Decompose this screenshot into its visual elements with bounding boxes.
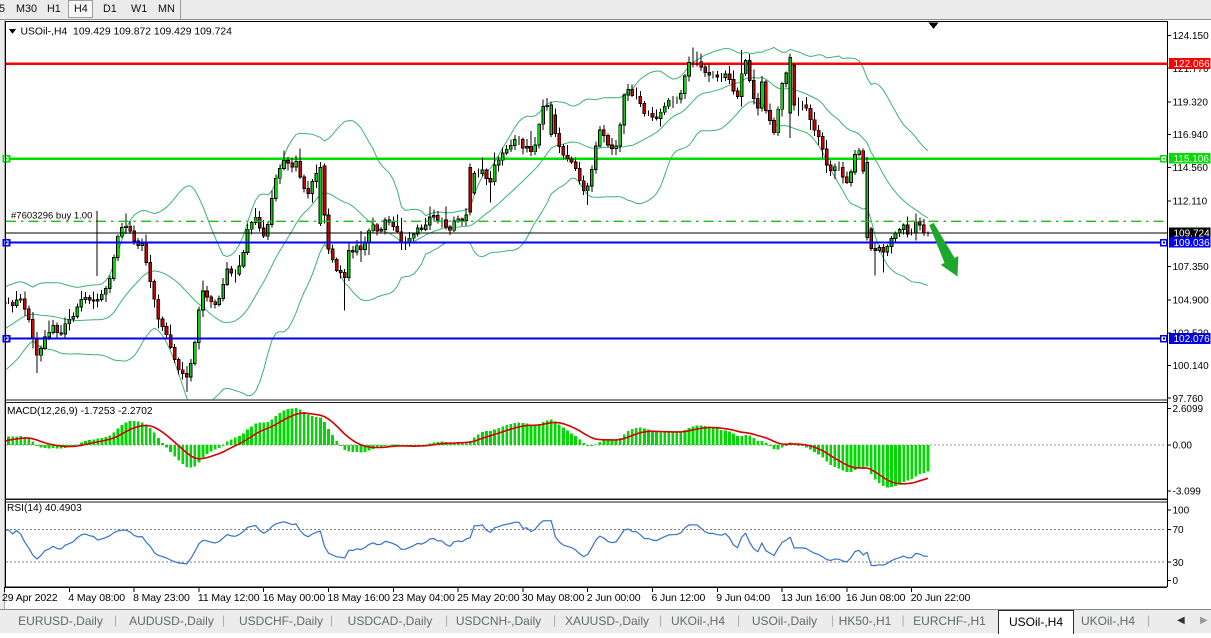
svg-text:-3.099: -3.099	[1173, 487, 1202, 498]
svg-text:2 Jun 00:00: 2 Jun 00:00	[587, 592, 641, 604]
svg-text:0.00: 0.00	[1173, 441, 1193, 452]
svg-text:USOil-,H4 109.429 109.872 109: USOil-,H4 109.429 109.872 109.429 109.72…	[21, 27, 233, 38]
svg-text:16 May 00:00: 16 May 00:00	[263, 592, 326, 604]
svg-text:6 Jun 12:00: 6 Jun 12:00	[652, 592, 706, 604]
svg-text:11 May 12:00: 11 May 12:00	[198, 592, 260, 604]
svg-text:20 Jun 22:00: 20 Jun 22:00	[911, 592, 971, 604]
svg-text:100.140: 100.140	[1173, 361, 1210, 372]
svg-text:104.900: 104.900	[1173, 296, 1210, 307]
svg-text:29 Apr 2022: 29 Apr 2022	[2, 592, 58, 604]
svg-text:97.760: 97.760	[1173, 394, 1204, 405]
svg-text:121.770: 121.770	[1173, 64, 1210, 75]
svg-text:119.320: 119.320	[1173, 98, 1209, 109]
svg-text:25 May 20:00: 25 May 20:00	[457, 592, 520, 604]
svg-text:109.724: 109.724	[1174, 228, 1211, 239]
svg-text:4 May 08:00: 4 May 08:00	[68, 592, 125, 604]
svg-text:0: 0	[1173, 576, 1179, 587]
svg-text:9 Jun 04:00: 9 Jun 04:00	[716, 592, 770, 604]
svg-text:124.150: 124.150	[1173, 31, 1210, 42]
svg-text:114.560: 114.560	[1173, 163, 1209, 174]
svg-text:2.6099: 2.6099	[1173, 404, 1204, 415]
svg-text:122.066: 122.066	[1174, 59, 1211, 70]
svg-text:30 May 08:00: 30 May 08:00	[522, 592, 585, 604]
svg-text:70: 70	[1173, 525, 1185, 536]
svg-text:#7603296 buy 1.00: #7603296 buy 1.00	[11, 211, 92, 222]
svg-text:109.036: 109.036	[1174, 238, 1211, 249]
svg-text:16 Jun 08:00: 16 Jun 08:00	[846, 592, 906, 604]
svg-text:112.110: 112.110	[1173, 197, 1208, 208]
svg-text:115.106: 115.106	[1174, 154, 1210, 165]
svg-text:102.076: 102.076	[1174, 334, 1211, 345]
svg-text:8 May 23:00: 8 May 23:00	[133, 592, 190, 604]
svg-text:116.940: 116.940	[1173, 130, 1209, 141]
svg-text:MACD(12,26,9) -1.7253 -2.2702: MACD(12,26,9) -1.7253 -2.2702	[7, 406, 153, 417]
svg-text:107.350: 107.350	[1173, 262, 1210, 273]
svg-text:RSI(14) 40.4903: RSI(14) 40.4903	[7, 503, 82, 514]
svg-text:23 May 04:00: 23 May 04:00	[392, 592, 455, 604]
svg-text:30: 30	[1173, 558, 1185, 569]
svg-text:13 Jun 16:00: 13 Jun 16:00	[781, 592, 841, 604]
svg-text:100: 100	[1173, 506, 1190, 517]
svg-text:18 May 16:00: 18 May 16:00	[328, 592, 391, 604]
